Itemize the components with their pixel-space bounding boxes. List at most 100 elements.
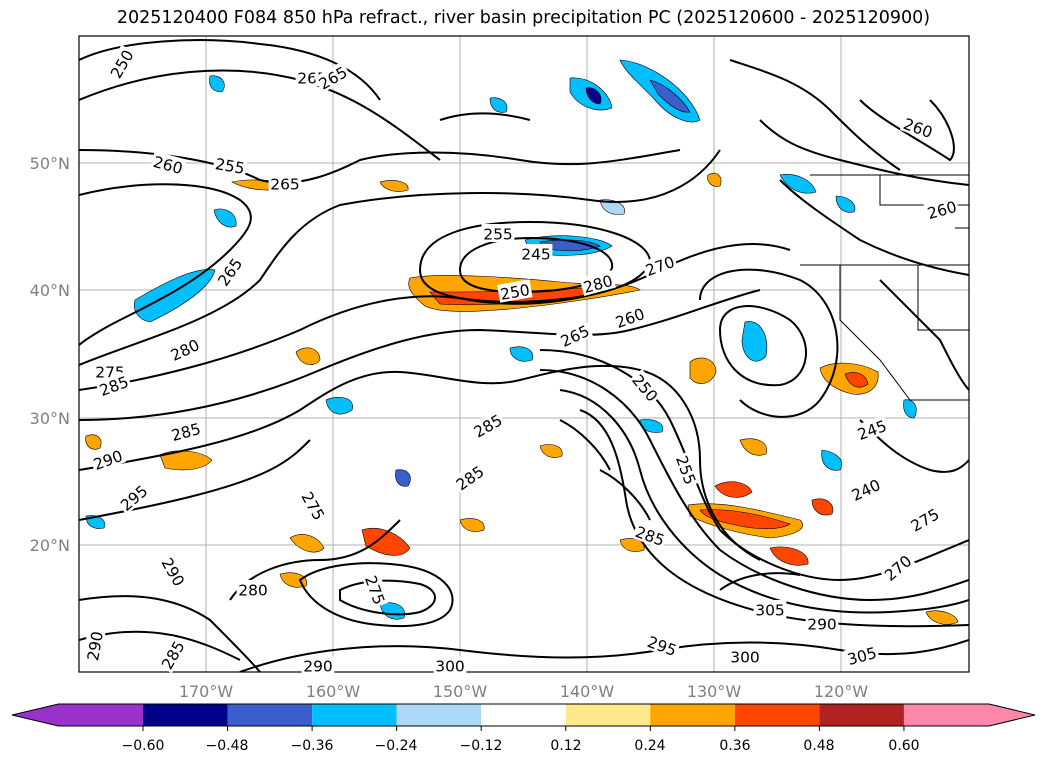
contour-label-text: 300 <box>435 658 465 676</box>
contour-label-halo <box>728 647 762 665</box>
colorbar-bin <box>903 704 989 726</box>
contour-label-halo <box>579 270 616 296</box>
contour-label-text: 305 <box>755 602 785 620</box>
contour-label: 290 <box>805 614 839 634</box>
contour-label-halo <box>519 244 553 262</box>
contour-label-halo <box>643 630 681 660</box>
colorbar-bin <box>143 704 228 726</box>
contour-label-halo <box>641 250 679 280</box>
contour-label-halo <box>89 444 127 474</box>
contour-label-halo <box>115 479 152 515</box>
colorbar-bin <box>58 704 143 726</box>
contour-label-halo <box>236 580 270 598</box>
contour-label-halo <box>923 196 960 222</box>
contour-label-halo <box>468 409 507 442</box>
contour-label-halo <box>628 369 664 406</box>
colorbar-tick-label: 0.12 <box>550 738 581 754</box>
contour-label: 250 <box>497 279 533 304</box>
contour-label-halo <box>301 656 335 674</box>
contour-label-text: 245 <box>521 246 551 264</box>
lat-label: 20°N <box>30 536 70 555</box>
colorbar-tick-label: −0.36 <box>291 738 334 754</box>
colorbar-tick-label: 0.60 <box>888 738 919 754</box>
contour-label-halo <box>753 600 787 618</box>
contour-label: 245 <box>519 244 553 264</box>
contour-label: 280 <box>579 270 616 297</box>
lon-label: 160°W <box>306 682 361 701</box>
contour-label-halo <box>165 334 204 365</box>
colorbar-bin <box>396 704 482 726</box>
contour-label: 255 <box>481 224 515 244</box>
contour-label-halo <box>846 474 885 505</box>
contour-label-halo <box>95 370 133 400</box>
contour-label-halo <box>167 418 204 444</box>
contour-label: 290 <box>301 656 335 676</box>
colorbar-tick-label: −0.12 <box>460 738 503 754</box>
contour-label-halo <box>212 252 246 291</box>
contour-label-halo <box>150 151 187 177</box>
lat-label: 40°N <box>30 281 70 300</box>
lon-label: 140°W <box>560 682 615 701</box>
contour-label: 300 <box>433 656 467 676</box>
contour-label: 280 <box>236 580 270 600</box>
lon-label: 130°W <box>687 682 742 701</box>
lon-label: 170°W <box>179 682 234 701</box>
contour-label-halo <box>905 503 944 536</box>
contour-label-halo <box>631 520 669 550</box>
lon-label: 120°W <box>814 682 869 701</box>
colorbar-tick-label: −0.24 <box>375 738 418 754</box>
contour-label-halo <box>212 153 248 177</box>
colorbar-bin <box>312 704 397 726</box>
contour-label-halo <box>361 571 391 609</box>
contour-label-halo <box>672 451 702 489</box>
contour-label-text: 290 <box>807 616 837 634</box>
contour-label-halo <box>853 414 891 444</box>
contour-label-halo <box>297 486 330 525</box>
plot-frame <box>78 35 970 673</box>
refractivity-contours <box>79 39 969 672</box>
contour-label-halo <box>481 224 515 242</box>
colorbar-extend-high <box>989 704 1035 726</box>
contour-label-halo <box>805 614 839 632</box>
contour-label: 265 <box>268 174 302 194</box>
contour-label-halo <box>843 642 880 668</box>
longitude-labels: 170°W 160°W 150°W 140°W 130°W 120°W <box>179 682 869 701</box>
contour-label: 300 <box>728 647 762 667</box>
contour-label-text: 290 <box>84 630 107 662</box>
contour-label-halo <box>157 552 190 591</box>
colorbar-bin <box>734 704 820 726</box>
lon-label: 150°W <box>433 682 488 701</box>
contour-label-halo <box>156 635 189 674</box>
contour-label-halo <box>555 320 594 351</box>
latitude-labels: 50°N 40°N 30°N 20°N <box>30 154 70 555</box>
colorbar-extend-low <box>12 704 59 726</box>
contour-label-text: 255 <box>483 226 513 244</box>
colorbar-bin <box>227 704 313 726</box>
colorbar-tick-label: −0.48 <box>206 738 249 754</box>
contour-label-halo <box>433 656 467 674</box>
colorbar-bin <box>819 704 904 726</box>
contour-label-text: 265 <box>270 176 300 194</box>
colorbar-tick-label: −0.60 <box>122 738 165 754</box>
contour-label-halo <box>450 460 489 494</box>
contour-label-halo <box>105 44 138 83</box>
contour-label-text: 255 <box>214 155 246 178</box>
political-boundaries <box>800 174 969 401</box>
contour-label-halo <box>611 302 649 332</box>
contour-label: 285 <box>167 418 204 445</box>
contour-label-halo <box>82 628 106 664</box>
contour-label: 290 <box>82 628 107 664</box>
colorbar-tick-label: 0.48 <box>803 738 834 754</box>
contour-label-halo <box>313 61 352 94</box>
gridlines <box>79 36 969 672</box>
colorbar-tick-label: 0.36 <box>719 738 750 754</box>
contour-label-halo <box>879 549 916 585</box>
colorbar-outline <box>11 703 1036 727</box>
contour-label: 255 <box>212 153 248 178</box>
precip-negative-shading <box>85 59 917 620</box>
colorbar <box>11 703 1036 731</box>
contour-label-text: 280 <box>238 582 268 600</box>
contour-label: 295 <box>643 630 681 660</box>
